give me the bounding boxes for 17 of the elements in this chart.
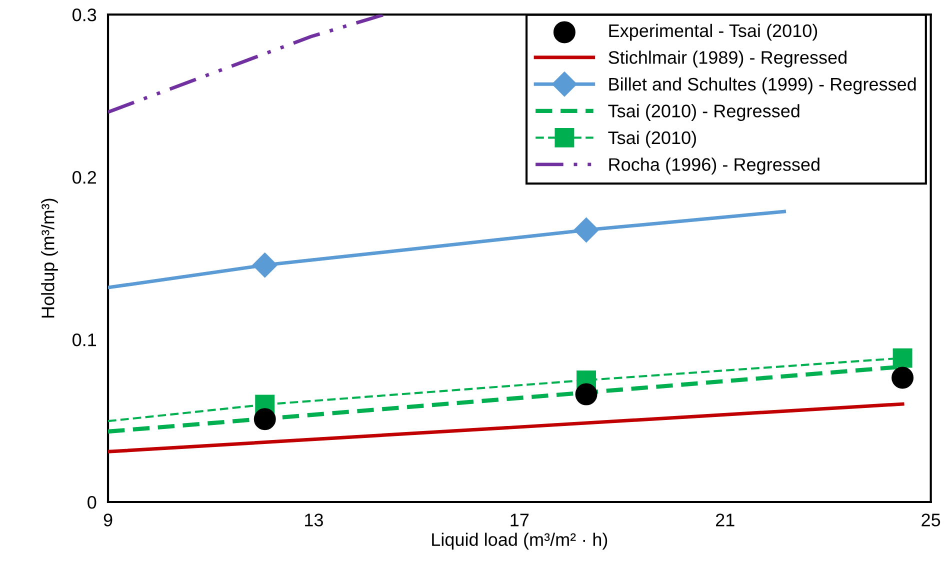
x-axis-title: Liquid load (m³/m² · h) (432, 532, 608, 550)
x-tick-label: 13 (305, 514, 323, 526)
legend-label: Tsai (2010) (608, 130, 696, 148)
legend-label: Stichlmair (1989) - Regressed (608, 50, 846, 68)
legend-label: Tsai (2010) - Regressed (608, 104, 800, 121)
y-axis-title: Holdup (m³/m³) (41, 198, 58, 318)
legend-label: Billet and Schultes (1999) - Regressed (609, 77, 916, 94)
y-tick-label: 0.1 (72, 333, 96, 346)
legend-label: Experimental - Tsai (2010) (609, 24, 818, 41)
x-tick-label: 9 (104, 514, 112, 526)
x-tick-label: 21 (716, 514, 734, 526)
legend-label: Rocha (1996) - Regressed (609, 158, 820, 174)
y-tick-label: 0.3 (72, 8, 96, 22)
x-tick-label: 25 (922, 514, 940, 526)
x-tick-label: 17 (510, 514, 529, 526)
y-tick-label: 0.2 (72, 170, 96, 184)
y-tick-label: 0 (88, 496, 96, 509)
